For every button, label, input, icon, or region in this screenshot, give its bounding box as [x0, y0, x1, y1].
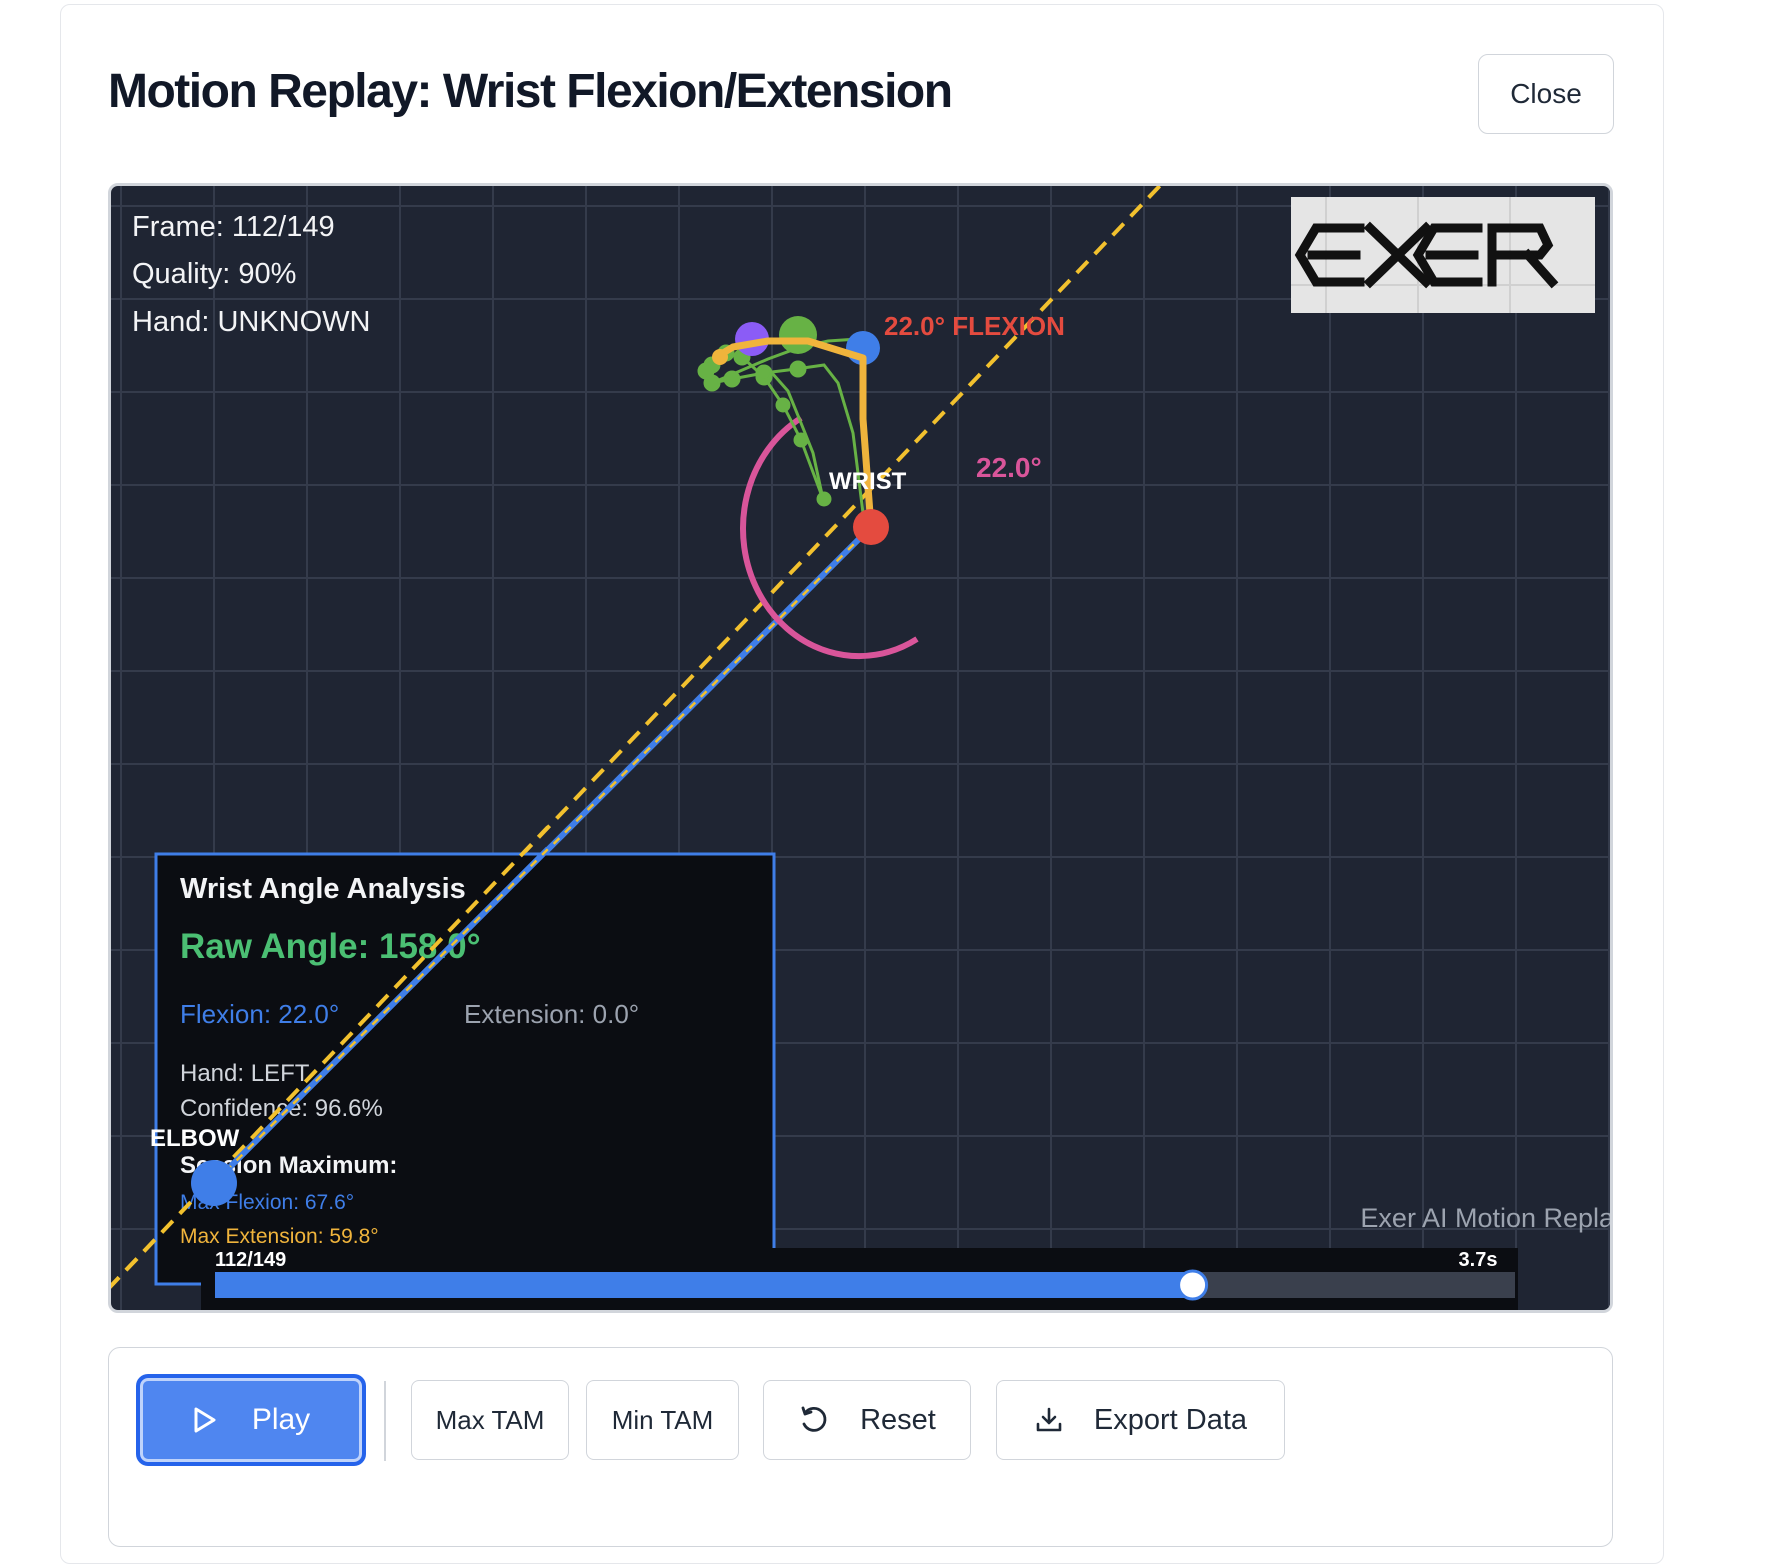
play-icon — [192, 1406, 218, 1434]
download-icon — [1034, 1405, 1064, 1435]
reset-label: Reset — [860, 1403, 936, 1436]
max-tam-button[interactable]: Max TAM — [411, 1380, 569, 1460]
raw-angle: Raw Angle: 158.0° — [180, 927, 481, 966]
analysis-hand: Hand: LEFT — [180, 1060, 310, 1087]
wrist-joint — [853, 509, 889, 545]
export-label: Export Data — [1093, 1403, 1248, 1436]
quality-readout: Quality: 90% — [132, 258, 296, 290]
reset-button[interactable]: Reset — [763, 1380, 971, 1460]
motion-replay-canvas: Frame: 112/149 Quality: 90% Hand: UNKNOW… — [108, 183, 1613, 1313]
analysis-title: Wrist Angle Analysis — [180, 873, 466, 905]
play-button[interactable]: Play — [136, 1374, 366, 1466]
timeline-handle[interactable] — [1177, 1269, 1209, 1301]
timeline-time-label: 3.7s — [1459, 1249, 1498, 1271]
arc-angle-label: 22.0° — [976, 452, 1042, 483]
modal-title: Motion Replay: Wrist Flexion/Extension — [108, 65, 953, 118]
exer-logo — [1291, 197, 1595, 313]
analysis-panel — [154, 852, 776, 1286]
max-extension: Max Extension: 59.8° — [180, 1225, 379, 1248]
wrist-label: WRIST — [829, 468, 907, 495]
hand-joint — [712, 349, 728, 365]
hand-readout: Hand: UNKNOWN — [132, 306, 371, 338]
reference-line — [111, 186, 1163, 1289]
timeline-frame-label: 112/149 — [215, 1249, 286, 1271]
finger-skeleton — [697, 337, 865, 514]
play-label: Play — [251, 1403, 311, 1436]
frame-counter: Frame: 112/149 — [132, 211, 335, 243]
export-data-button[interactable]: Export Data — [996, 1380, 1285, 1460]
replay-watermark: Exer AI Motion Replay — [1360, 1203, 1613, 1233]
forearm-overlay — [211, 846, 551, 1186]
hand-skeleton — [716, 337, 875, 528]
flexion-angle-label: 22.0° FLEXION — [884, 311, 1065, 341]
elbow-joint — [191, 1160, 237, 1206]
reference-line-overlay — [111, 825, 550, 1289]
angle-arc — [740, 415, 919, 660]
elbow-label: ELBOW — [150, 1125, 240, 1152]
controls-divider — [384, 1381, 386, 1461]
close-button[interactable]: Close — [1478, 54, 1614, 134]
timeline-progress — [215, 1272, 1193, 1298]
min-tam-button[interactable]: Min TAM — [586, 1380, 739, 1460]
fingertip-marker-green — [779, 316, 817, 354]
flexion-value: Flexion: 22.0° — [180, 999, 339, 1029]
reset-icon — [798, 1404, 830, 1436]
extension-value: Extension: 0.0° — [464, 999, 639, 1029]
